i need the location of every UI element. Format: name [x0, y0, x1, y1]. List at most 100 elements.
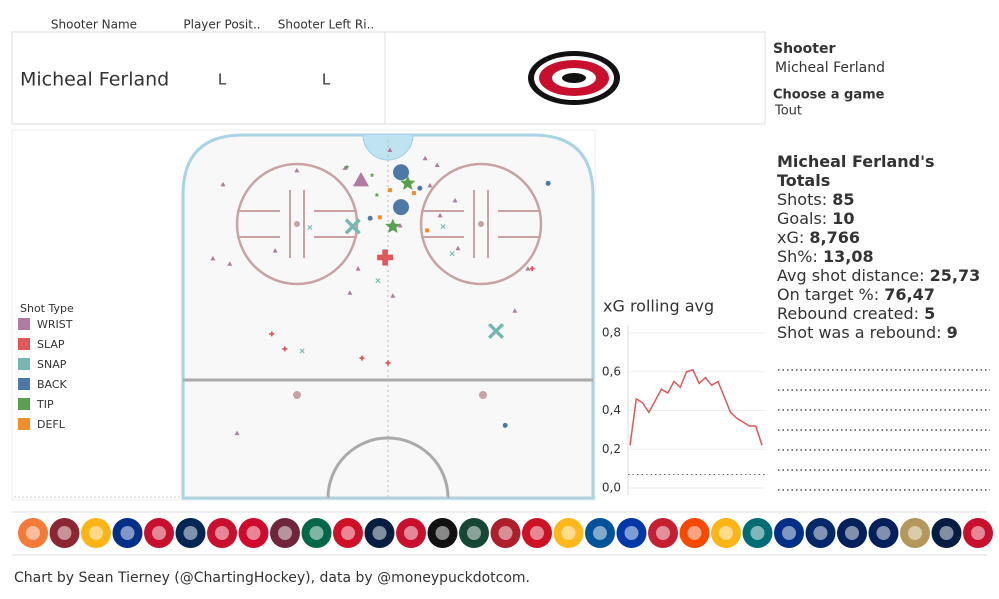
logo-cell — [384, 31, 766, 125]
team-logo-inner — [467, 526, 481, 540]
shot-marker — [369, 172, 375, 178]
team-logo-inner — [750, 526, 765, 540]
team-logo-inner — [309, 526, 324, 540]
rink-panel — [11, 129, 596, 501]
legend-swatch — [18, 358, 30, 370]
team-logo-inner — [341, 526, 355, 540]
total-row: Shot was a rebound: 9 — [777, 323, 958, 342]
total-row: Shots: 85 — [777, 190, 854, 209]
shot-marker — [387, 147, 393, 153]
team-logo-inner — [246, 526, 261, 540]
total-label: Sh%: — [777, 247, 818, 266]
total-row: Avg shot distance: 25,73 — [777, 266, 980, 285]
team-logo-inner — [782, 526, 796, 540]
y-tick-label: 0,2 — [602, 442, 621, 456]
team-logo-inner — [624, 526, 639, 540]
shot-marker — [355, 266, 361, 271]
total-value: 8,766 — [809, 228, 860, 247]
team-logo-inner — [845, 526, 859, 540]
dotted-filler — [778, 369, 990, 491]
team-logo-inner — [530, 526, 544, 540]
shot-marker — [272, 248, 278, 253]
total-value: 9 — [947, 323, 958, 342]
total-label: On target %: — [777, 285, 879, 304]
shot-marker — [294, 167, 300, 173]
shot-marker — [344, 164, 350, 169]
legend-swatch — [18, 318, 30, 330]
shot-marker — [210, 255, 216, 261]
legend-label: SNAP — [37, 358, 67, 371]
total-value: 13,08 — [823, 247, 874, 266]
filter-value: Micheal Ferland — [775, 60, 885, 76]
shot-marker — [440, 223, 446, 229]
shot-marker — [397, 223, 403, 228]
shot-marker — [385, 218, 401, 233]
shot-marker — [377, 249, 394, 266]
shot-marker — [282, 346, 288, 352]
team-logo-inner — [404, 526, 418, 540]
shot-marker — [412, 191, 417, 196]
team-logo-inner — [908, 526, 922, 540]
team-logo-inner — [876, 526, 891, 540]
total-label: Shot was a rebound: — [777, 323, 942, 342]
column-header: Shooter Left Ri.. — [278, 18, 374, 32]
chart-title: xG rolling avg — [603, 297, 714, 316]
legend-label: WRIST — [37, 318, 73, 331]
team-logo-inner — [57, 526, 72, 540]
shot-marker — [359, 355, 365, 361]
team-logo-inner — [687, 526, 702, 540]
total-row: Rebound created: 5 — [777, 304, 935, 323]
shot-marker — [377, 215, 382, 220]
total-value: 85 — [832, 190, 854, 209]
shot-marker — [393, 199, 410, 216]
shot-marker — [375, 278, 381, 284]
total-value: 25,73 — [930, 266, 981, 285]
shot-marker — [449, 251, 455, 257]
team-logo-inner — [939, 526, 954, 540]
shot-marker — [352, 172, 369, 187]
shot-marker — [227, 261, 233, 266]
column-header: Player Posit.. — [183, 18, 260, 32]
shot-marker — [502, 422, 508, 428]
team-logo-inner — [26, 526, 40, 540]
total-label: Goals: — [777, 209, 827, 228]
total-label: Shots: — [777, 190, 827, 209]
shot-marker — [367, 215, 373, 221]
shot-marker — [393, 164, 410, 181]
shot-marker — [299, 348, 305, 354]
shot-marker — [529, 266, 535, 272]
shot-marker — [374, 192, 380, 198]
y-tick-label: 0,6 — [602, 364, 621, 378]
shot-marker — [434, 162, 440, 168]
shot-marker — [234, 430, 240, 436]
shot-marker — [342, 165, 348, 170]
total-row: On target %: 76,47 — [777, 285, 935, 304]
legend-title: Shot Type — [20, 302, 74, 315]
column-header: Shooter Name — [51, 18, 137, 32]
total-row: Goals: 10 — [777, 209, 855, 228]
hurricanes-logo — [528, 51, 620, 105]
shot-marker — [425, 228, 430, 233]
team-logo-inner — [971, 526, 985, 540]
y-tick-label: 0,4 — [602, 403, 621, 417]
shot-marker — [512, 308, 518, 313]
total-label: Rebound created: — [777, 304, 919, 323]
team-logo-inner — [498, 526, 513, 540]
team-logo-inner — [561, 526, 576, 540]
shot-marker — [545, 180, 551, 186]
shot-marker — [387, 188, 392, 193]
shot-marker — [390, 293, 396, 298]
team-logo-inner — [435, 526, 450, 540]
y-tick-label: 0,0 — [602, 481, 621, 495]
total-label: xG: — [777, 228, 804, 247]
team-logo-inner — [719, 526, 733, 540]
legend-label: BACK — [37, 378, 68, 391]
total-value: 5 — [924, 304, 935, 323]
total-row: Sh%: 13,08 — [777, 247, 874, 266]
team-logo-inner — [813, 526, 828, 540]
totals-title: Micheal Ferland's Totals — [777, 152, 935, 190]
totals-title-line: Micheal Ferland's — [777, 152, 935, 171]
team-logo-inner — [120, 526, 135, 540]
shot-marker — [452, 197, 458, 203]
